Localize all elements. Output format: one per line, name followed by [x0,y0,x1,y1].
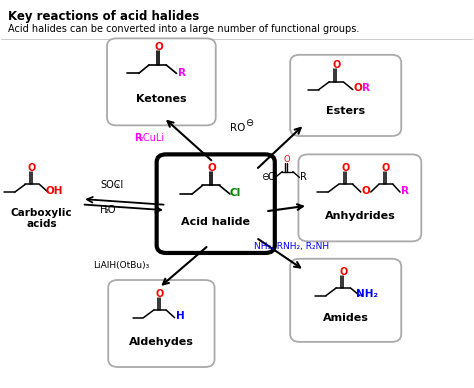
Text: O: O [342,163,350,173]
Text: ⊖: ⊖ [245,118,253,128]
Text: O: O [156,289,164,299]
Text: O: O [284,156,291,165]
FancyBboxPatch shape [156,154,275,253]
Text: Amides: Amides [323,313,369,323]
FancyBboxPatch shape [290,55,401,136]
Text: O: O [382,163,390,173]
Text: R: R [401,185,409,196]
Text: Key reactions of acid halides: Key reactions of acid halides [8,10,199,23]
Text: RO: RO [230,123,245,133]
Text: ₂CuLi: ₂CuLi [139,133,164,143]
Text: ₂O: ₂O [105,205,116,215]
Text: NH₃, RNH₂, R₂NH: NH₃, RNH₂, R₂NH [254,242,328,251]
Text: R: R [134,133,141,143]
Text: R: R [362,83,370,93]
Text: ⊖: ⊖ [261,171,269,182]
Text: Ketones: Ketones [136,94,187,104]
Text: O: O [268,172,275,182]
FancyBboxPatch shape [108,280,215,367]
Text: Esters: Esters [326,106,365,116]
Text: O: O [332,60,340,70]
Text: Anhydrides: Anhydrides [325,211,395,222]
Text: OH: OH [46,185,64,196]
Text: NH₂: NH₂ [356,289,378,299]
FancyBboxPatch shape [107,38,216,125]
Text: O: O [208,163,216,173]
Text: R: R [300,172,307,182]
Text: Carboxylic: Carboxylic [11,208,73,218]
Text: O: O [353,83,362,93]
Text: acids: acids [27,219,57,229]
Text: SOCl: SOCl [100,180,123,191]
Text: O: O [362,186,370,196]
Text: Aldehydes: Aldehydes [129,337,194,347]
FancyBboxPatch shape [299,154,421,241]
Text: Acid halides can be converted into a large number of functional groups.: Acid halides can be converted into a lar… [8,24,359,34]
Text: Acid halide: Acid halide [181,217,250,227]
Text: O: O [28,163,36,173]
FancyBboxPatch shape [290,259,401,342]
Text: R: R [178,68,186,78]
Text: H: H [100,205,107,215]
Text: H: H [176,311,185,321]
Text: O: O [154,42,163,52]
Text: LiAlH(OtBu)₃: LiAlH(OtBu)₃ [93,261,149,270]
Text: Cl: Cl [230,188,241,198]
Text: ₂: ₂ [116,181,119,190]
Text: O: O [339,267,347,277]
